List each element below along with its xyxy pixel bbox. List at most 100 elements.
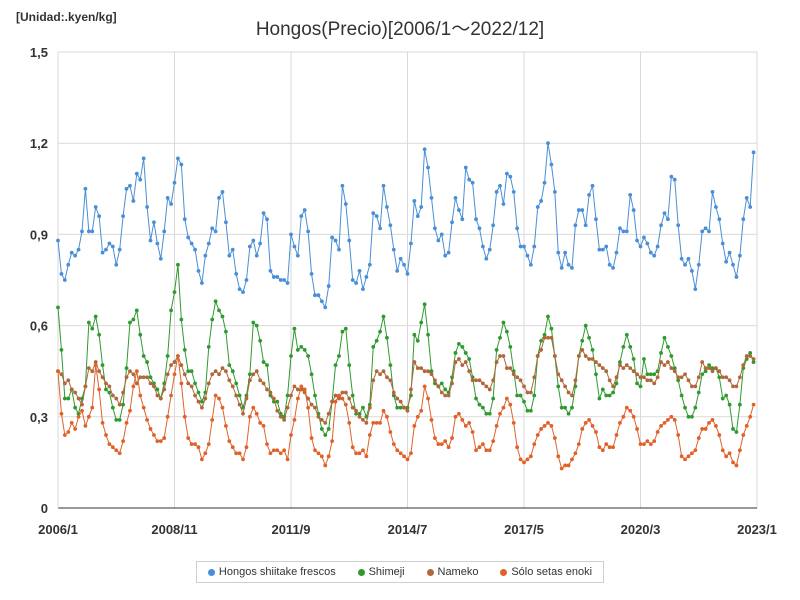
data-point <box>467 369 472 374</box>
data-point <box>66 262 71 267</box>
data-point <box>323 463 328 468</box>
data-point <box>165 414 170 419</box>
data-point <box>371 378 376 383</box>
data-point <box>100 363 105 368</box>
data-point <box>90 326 95 331</box>
data-point <box>638 442 643 447</box>
data-point <box>652 439 657 444</box>
data-point <box>59 272 64 276</box>
data-point <box>230 445 235 450</box>
data-point <box>289 354 293 358</box>
data-point <box>59 411 64 416</box>
data-point <box>679 393 684 398</box>
data-point <box>415 366 420 371</box>
data-point <box>480 381 485 386</box>
data-point <box>278 414 283 419</box>
data-point <box>405 272 410 276</box>
data-point <box>631 357 636 361</box>
data-point <box>319 427 324 431</box>
data-point <box>83 384 88 389</box>
data-point <box>313 405 317 410</box>
data-point <box>138 393 143 398</box>
data-point <box>748 414 753 419</box>
data-point <box>556 454 561 459</box>
data-point <box>734 463 739 468</box>
data-point <box>275 448 280 453</box>
data-point <box>66 430 71 434</box>
data-point <box>350 445 355 450</box>
data-point <box>522 460 526 465</box>
data-point <box>426 369 430 374</box>
data-point <box>158 439 163 444</box>
data-point <box>693 448 698 453</box>
data-point <box>313 393 317 398</box>
data-point <box>374 338 379 343</box>
data-point <box>295 387 300 392</box>
data-point <box>268 390 273 395</box>
data-point <box>580 338 585 343</box>
data-point <box>624 229 629 234</box>
x-tick-label: 2006/1 <box>38 522 78 537</box>
data-point <box>700 229 705 234</box>
x-tick-label: 2014/7 <box>388 522 428 537</box>
data-point <box>388 363 393 368</box>
data-point <box>381 314 386 319</box>
data-point <box>193 247 197 252</box>
data-point <box>522 399 526 404</box>
data-point <box>710 369 715 374</box>
data-point <box>244 278 249 282</box>
data-point <box>289 393 293 398</box>
data-point <box>148 381 153 386</box>
data-point <box>635 427 639 431</box>
data-point <box>542 332 547 337</box>
data-point <box>419 366 424 371</box>
data-point <box>330 235 335 240</box>
data-point <box>463 351 468 355</box>
data-point <box>439 232 444 237</box>
data-point <box>378 226 382 231</box>
data-point <box>268 268 273 273</box>
data-point <box>237 393 242 398</box>
data-point <box>662 420 667 425</box>
data-point <box>487 247 492 252</box>
data-point <box>206 381 211 386</box>
data-point <box>597 445 602 450</box>
data-point <box>371 344 376 349</box>
data-point <box>189 369 194 374</box>
data-point <box>90 369 95 374</box>
data-point <box>306 396 311 401</box>
data-point <box>453 360 458 364</box>
data-point <box>508 366 513 371</box>
data-point <box>652 381 657 386</box>
data-point <box>364 454 369 459</box>
data-point <box>254 323 259 328</box>
data-point <box>583 354 588 358</box>
data-point <box>247 414 252 419</box>
data-point <box>566 262 571 267</box>
data-point <box>426 165 430 170</box>
data-point <box>343 326 348 331</box>
data-point <box>402 405 406 410</box>
data-point <box>152 381 156 386</box>
data-point <box>443 439 448 444</box>
data-point <box>642 442 646 447</box>
data-point <box>145 205 149 209</box>
data-point <box>265 217 269 222</box>
data-point <box>446 250 451 255</box>
data-point <box>467 177 472 182</box>
data-point <box>549 335 554 340</box>
data-point <box>333 363 338 368</box>
data-point <box>422 302 427 307</box>
data-point <box>165 196 170 200</box>
data-point <box>230 247 235 252</box>
data-point <box>62 396 67 401</box>
data-point <box>299 344 304 349</box>
data-point <box>597 247 602 252</box>
data-point <box>316 293 321 298</box>
data-point <box>450 436 454 440</box>
data-point <box>717 217 722 222</box>
data-point <box>518 457 523 462</box>
data-point <box>645 439 650 444</box>
data-point <box>539 427 544 431</box>
